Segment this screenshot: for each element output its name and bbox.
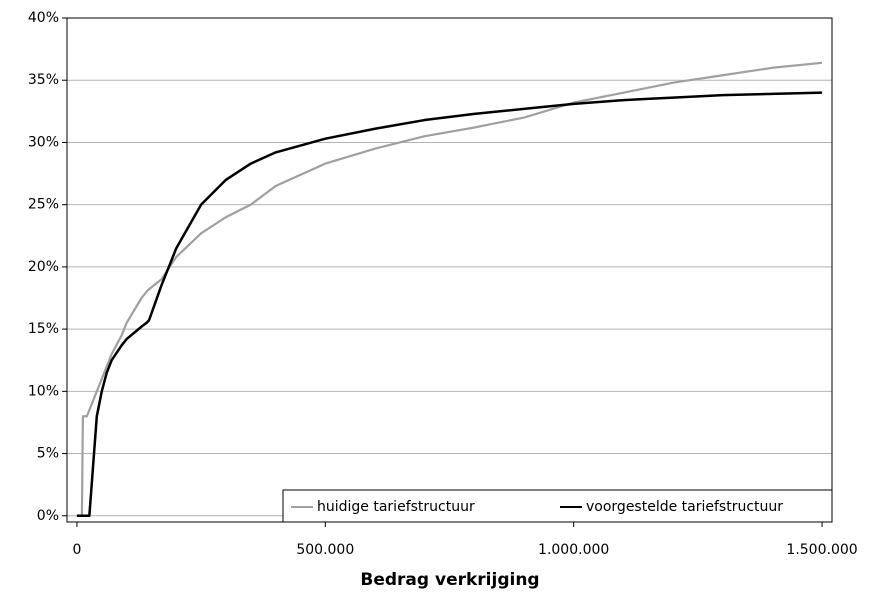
- plot-frame: [66, 17, 833, 523]
- series-line: [76, 61, 823, 517]
- y-tick-label: 20%: [28, 259, 59, 275]
- y-tick-label: 35%: [28, 72, 59, 88]
- legend-label: huidige tariefstructuur: [317, 499, 475, 515]
- y-tick-label: 5%: [37, 446, 59, 462]
- y-tick-label: 0%: [37, 508, 59, 524]
- x-axis-label: Bedrag verkrijging: [360, 570, 539, 590]
- y-tick-label: 15%: [28, 321, 59, 337]
- y-tick-label: 30%: [28, 134, 59, 150]
- y-tick-label: 10%: [28, 383, 59, 399]
- legend-box: [282, 489, 833, 523]
- y-tick-label: 40%: [28, 10, 59, 26]
- legend-label: voorgestelde tariefstructuur: [586, 499, 783, 515]
- x-tick-label: 1.500.000: [786, 542, 857, 558]
- series-line: [76, 91, 823, 518]
- x-tick-label: 1.000.000: [538, 542, 609, 558]
- x-tick-label: 500.000: [296, 542, 354, 558]
- y-tick-label: 25%: [28, 197, 59, 213]
- x-tick-label: 0: [72, 542, 81, 558]
